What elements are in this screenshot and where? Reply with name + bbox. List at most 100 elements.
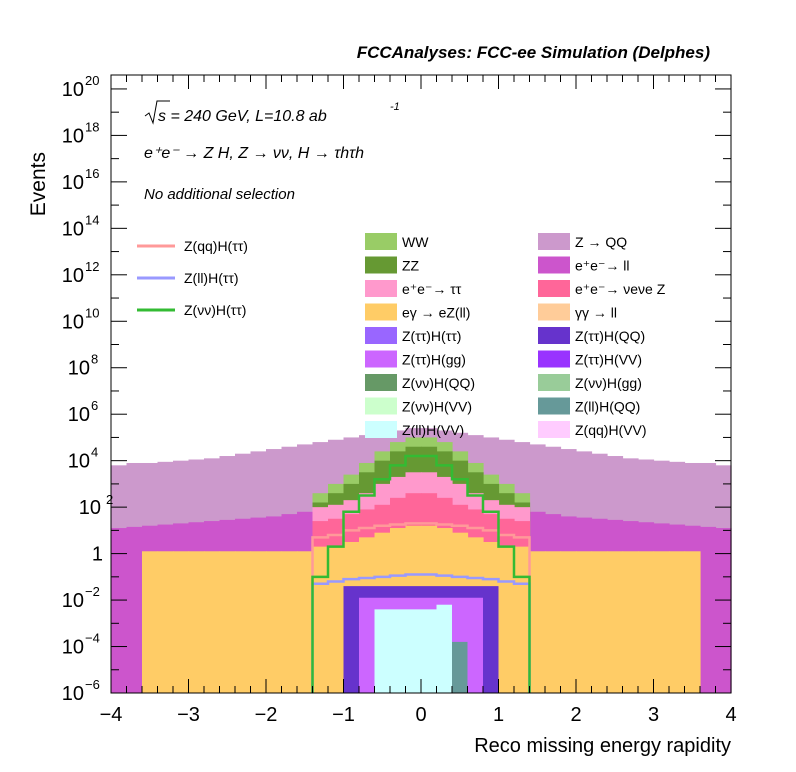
x-tick-label: −4 [100, 704, 123, 726]
bar-bin [545, 551, 562, 693]
bar-bin [250, 551, 267, 693]
annotation-selection: No additional selection [144, 186, 295, 203]
bar-bin [436, 604, 452, 693]
legend-fill-swatch [365, 397, 397, 415]
y-tick-label: 12 [85, 259, 99, 274]
y-tick-label: 4 [91, 445, 98, 460]
legend-fill-swatch [365, 280, 397, 297]
y-tick-label: −4 [85, 631, 100, 646]
y-tick-label: 14 [85, 212, 99, 227]
bar-bin [452, 641, 468, 693]
bar-bin [374, 609, 437, 693]
x-tick-label: 0 [415, 704, 426, 726]
x-tick-label: −1 [332, 704, 355, 726]
y-tick-label: 10 [62, 79, 84, 101]
legend-label: Z(νν)H(QQ) [402, 375, 475, 391]
y-tick-label: 10 [68, 358, 90, 380]
bar-bin [281, 551, 298, 693]
y-tick-label: 20 [85, 73, 99, 88]
bar-bin [126, 526, 143, 693]
plot-area [111, 428, 732, 693]
y-tick-label: 10 [62, 683, 84, 705]
bar-bin [607, 551, 624, 693]
legend-label: WW [402, 234, 429, 250]
x-axis-label: Reco missing energy rapidity [474, 735, 731, 757]
legend-fill-swatch [538, 303, 570, 321]
y-tick-label: 10 [68, 404, 90, 426]
bar-bin [142, 551, 159, 693]
chart-title: FCCAnalyses: FCC-ee Simulation (Delphes) [357, 43, 711, 62]
y-tick-label: 18 [85, 119, 99, 134]
y-tick-label: 10 [62, 218, 84, 240]
bar-bin [219, 551, 236, 693]
bar-bin [328, 546, 345, 693]
x-tick-label: 1 [493, 704, 504, 726]
y-axis-label: Events [27, 152, 50, 216]
legend-fill-swatch [538, 397, 570, 415]
x-tick-label: 2 [570, 704, 581, 726]
bar-bin [204, 551, 221, 693]
legend-label: γγ → ll [575, 305, 617, 321]
legend-label: Z(ll)H(ττ) [184, 270, 239, 286]
bar-bin [622, 551, 639, 693]
bar-bin [157, 551, 174, 693]
y-tick-label: 6 [91, 398, 98, 413]
y-tick-label: 10 [62, 637, 84, 659]
bar-bin [715, 528, 732, 693]
legend-fill-swatch [538, 350, 570, 368]
legend-fill-swatch [538, 374, 570, 391]
bar-bin [266, 551, 283, 693]
legend-label: ZZ [402, 258, 420, 274]
annotation-process: e⁺e⁻ → Z H, Z → νν, H → τhτh [144, 145, 364, 162]
x-tick-label: 3 [648, 704, 659, 726]
bar-bin [684, 551, 701, 693]
legend-label: Z(ll)H(QQ) [575, 399, 640, 415]
bar-bin [514, 546, 531, 693]
y-tick-label: −6 [85, 677, 100, 692]
legend-label: Z(ll)H(VV) [402, 422, 464, 438]
legend-label: Z(qq)H(ττ) [184, 238, 248, 254]
bar-bin [312, 546, 329, 693]
legend-label: Z → QQ [575, 234, 627, 250]
y-tick-label: 10 [62, 125, 84, 147]
legend-fill-swatch [538, 327, 570, 344]
sqrt-symbol-icon [144, 100, 170, 125]
bar-bin [498, 546, 515, 693]
legend-fill-swatch [538, 256, 570, 274]
legend-fill-swatch [365, 303, 397, 321]
legend-fill-swatch [538, 280, 570, 297]
legend: Z(qq)H(ττ) Z(ll)H(ττ) Z(νν)H(ττ) WW Z → QQ ZZ… [137, 233, 666, 438]
series-line [311, 573, 531, 693]
bar-bin [669, 551, 686, 693]
legend-label: e⁺e⁻→ ττ [402, 281, 462, 297]
y-tick-label: 10 [62, 311, 84, 333]
y-tick-label: 10 [85, 305, 99, 320]
y-tick-label: 10 [62, 265, 84, 287]
y-tick-label: 1 [92, 544, 103, 566]
y-tick-label: 10 [68, 451, 90, 473]
legend-fill-swatch [365, 233, 397, 250]
bar-bin [591, 551, 608, 693]
y-tick-label: 16 [85, 166, 99, 181]
bar-bin [576, 551, 593, 693]
legend-label: Z(ττ)H(VV) [575, 352, 642, 368]
legend-label: e⁺e⁻→ ll [575, 258, 629, 274]
y-tick-label: 10 [62, 172, 84, 194]
bar-bin [529, 551, 546, 693]
legend-label: Z(ττ)H(gg) [402, 352, 466, 368]
legend-fill-swatch [365, 256, 397, 274]
legend-label: e⁺e⁻→ νeνe Z [575, 281, 666, 297]
annotation-lumi-exponent: -1 [390, 101, 400, 113]
bar-bin [560, 551, 577, 693]
legend-label: Z(ττ)H(QQ) [575, 328, 645, 344]
legend-fill-swatch [365, 421, 397, 438]
x-tick-label: −2 [255, 704, 278, 726]
y-tick-label: 8 [91, 352, 98, 367]
y-tick-label: 10 [79, 497, 101, 519]
legend-label: Z(νν)H(VV) [402, 399, 472, 415]
legend-fill-swatch [365, 350, 397, 368]
bar-bin [297, 551, 314, 693]
legend-label: Z(νν)H(gg) [575, 375, 642, 391]
bar-bin [111, 528, 128, 693]
